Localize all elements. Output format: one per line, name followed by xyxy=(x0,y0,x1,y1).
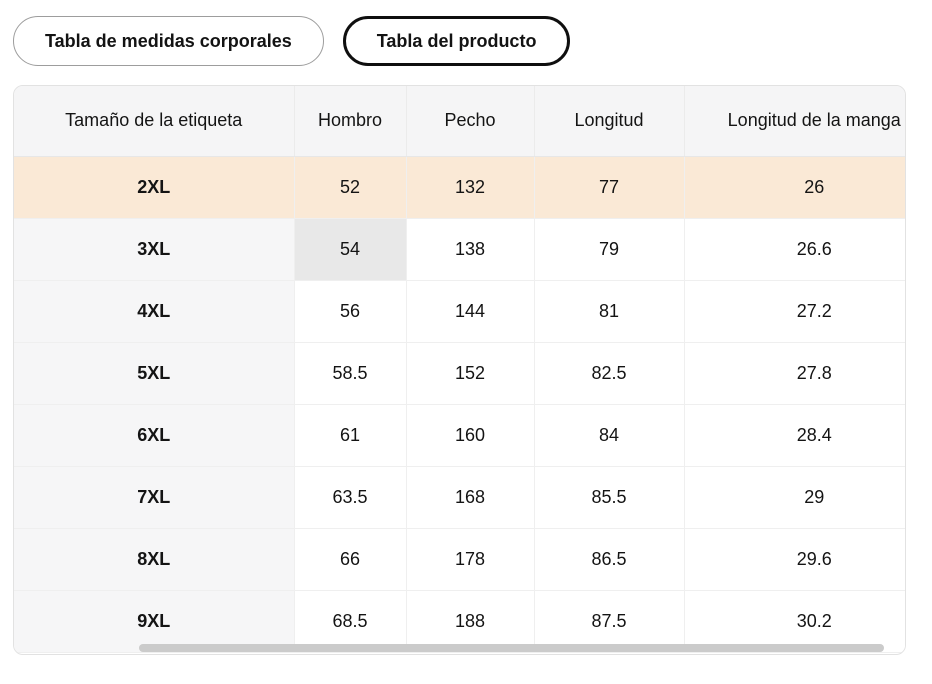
table-row: 9XL 68.5 188 87.5 30.2 xyxy=(14,590,905,653)
size-label-cell[interactable]: 4XL xyxy=(14,280,295,343)
measurement-cell[interactable]: 168 xyxy=(406,466,535,529)
table-row: 4XL 56 144 81 27.2 xyxy=(14,280,905,343)
measurement-cell[interactable]: 86.5 xyxy=(534,528,685,591)
size-label-cell[interactable]: 5XL xyxy=(14,342,295,405)
measurement-cell[interactable]: 52 xyxy=(294,156,407,219)
measurement-cell[interactable]: 87.5 xyxy=(534,590,685,653)
measurement-cell[interactable]: 152 xyxy=(406,342,535,405)
column-header-0: Tamaño de la etiqueta xyxy=(14,86,295,157)
table-row: 7XL 63.5 168 85.5 29 xyxy=(14,466,905,529)
column-header-3: Longitud xyxy=(534,86,685,157)
column-header-4: Longitud de la manga xyxy=(684,86,905,157)
product-size-table-container[interactable]: Tamaño de la etiqueta Hombro Pecho Longitud… xyxy=(13,85,906,655)
measurement-cell[interactable]: 29.6 xyxy=(684,528,905,591)
size-label-cell[interactable]: 6XL xyxy=(14,404,295,467)
tab-product-table[interactable]: Tabla del producto xyxy=(342,16,571,66)
table-row: 6XL 61 160 84 28.4 xyxy=(14,404,905,467)
table-row: 8XL 66 178 86.5 29.6 xyxy=(14,528,905,591)
measurement-cell[interactable]: 26 xyxy=(684,156,905,219)
measurement-cell[interactable]: 66 xyxy=(294,528,407,591)
column-header-1: Hombro xyxy=(294,86,407,157)
table-row: 5XL 58.5 152 82.5 27.8 xyxy=(14,342,905,405)
measurement-cell[interactable]: 160 xyxy=(406,404,535,467)
table-header: Tamaño de la etiqueta Hombro Pecho Longitud… xyxy=(14,86,905,157)
measurement-cell[interactable]: 58.5 xyxy=(294,342,407,405)
size-label-cell[interactable]: 8XL xyxy=(14,528,295,591)
product-size-table: Tamaño de la etiqueta Hombro Pecho Longitud… xyxy=(14,86,905,653)
measurement-cell[interactable]: 27.2 xyxy=(684,280,905,343)
measurement-cell[interactable]: 54 xyxy=(294,218,407,281)
column-header-2: Pecho xyxy=(406,86,535,157)
measurement-cell[interactable]: 61 xyxy=(294,404,407,467)
size-label-cell[interactable]: 2XL xyxy=(14,156,295,219)
tab-body-measurements[interactable]: Tabla de medidas corporales xyxy=(13,16,324,66)
horizontal-scrollbar-thumb[interactable] xyxy=(139,644,884,652)
measurement-cell[interactable]: 84 xyxy=(534,404,685,467)
measurement-cell[interactable]: 63.5 xyxy=(294,466,407,529)
table-body: 2XL 52 132 77 26 3XL 54 138 79 26.6 4XL 56 144 81 27.2… xyxy=(14,156,905,653)
measurement-cell[interactable]: 82.5 xyxy=(534,342,685,405)
measurement-cell[interactable]: 81 xyxy=(534,280,685,343)
measurement-cell[interactable]: 28.4 xyxy=(684,404,905,467)
size-label-cell[interactable]: 9XL xyxy=(14,590,295,653)
measurement-cell[interactable]: 26.6 xyxy=(684,218,905,281)
measurement-cell[interactable]: 138 xyxy=(406,218,535,281)
measurement-cell[interactable]: 132 xyxy=(406,156,535,219)
measurement-cell[interactable]: 68.5 xyxy=(294,590,407,653)
size-label-cell[interactable]: 3XL xyxy=(14,218,295,281)
measurement-cell[interactable]: 178 xyxy=(406,528,535,591)
measurement-cell[interactable]: 77 xyxy=(534,156,685,219)
measurement-cell[interactable]: 30.2 xyxy=(684,590,905,653)
measurement-cell[interactable]: 85.5 xyxy=(534,466,685,529)
size-label-cell[interactable]: 7XL xyxy=(14,466,295,529)
table-row: 2XL 52 132 77 26 xyxy=(14,156,905,219)
measurement-cell[interactable]: 144 xyxy=(406,280,535,343)
measurement-cell[interactable]: 27.8 xyxy=(684,342,905,405)
chart-type-toggle: Tabla de medidas corporales Tabla del pr… xyxy=(13,16,571,66)
table-header-row: Tamaño de la etiqueta Hombro Pecho Longitud… xyxy=(14,86,905,157)
measurement-cell[interactable]: 29 xyxy=(684,466,905,529)
table-row: 3XL 54 138 79 26.6 xyxy=(14,218,905,281)
measurement-cell[interactable]: 188 xyxy=(406,590,535,653)
measurement-cell[interactable]: 79 xyxy=(534,218,685,281)
measurement-cell[interactable]: 56 xyxy=(294,280,407,343)
